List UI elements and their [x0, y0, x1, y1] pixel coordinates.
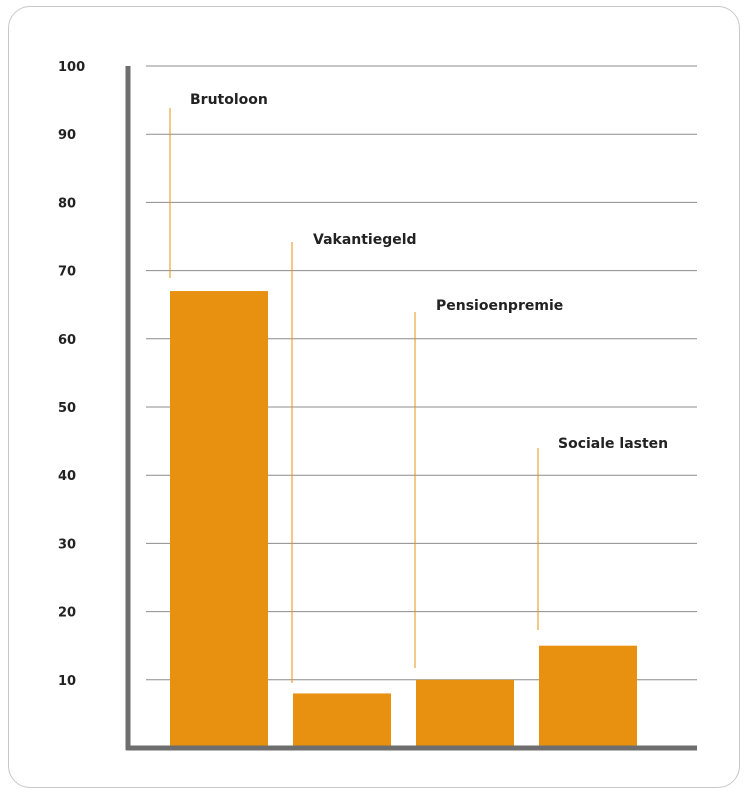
- y-tick-label: 70: [58, 265, 76, 280]
- leader-lines: [169, 108, 539, 683]
- category-label: Vakantiegeld: [313, 232, 417, 248]
- y-axis-ticks: 10 20 30 40 50 60 70 80 90 100: [58, 60, 85, 689]
- axes: [125, 66, 697, 751]
- y-tick-label: 50: [58, 401, 76, 416]
- category-label: Sociale lasten: [558, 436, 668, 452]
- y-tick-label: 30: [58, 537, 76, 552]
- y-tick-label: 100: [58, 60, 85, 75]
- bar-vakantiegeld: [293, 693, 391, 748]
- y-tick-label: 60: [58, 333, 76, 348]
- category-labels: Brutoloon Vakantiegeld Pensioenpremie Socia…: [190, 92, 668, 452]
- category-label: Brutoloon: [190, 92, 268, 108]
- bars: [170, 291, 637, 748]
- bar-pensioenpremie: [416, 679, 514, 748]
- y-tick-label: 20: [58, 606, 76, 621]
- bar-sociale-lasten: [539, 645, 637, 748]
- y-tick-label: 80: [58, 196, 76, 211]
- category-label: Pensioenpremie: [436, 298, 563, 314]
- y-tick-label: 40: [58, 469, 76, 484]
- y-tick-label: 90: [58, 128, 76, 143]
- y-tick-label: 10: [58, 674, 76, 689]
- bar-brutoloon: [170, 291, 268, 748]
